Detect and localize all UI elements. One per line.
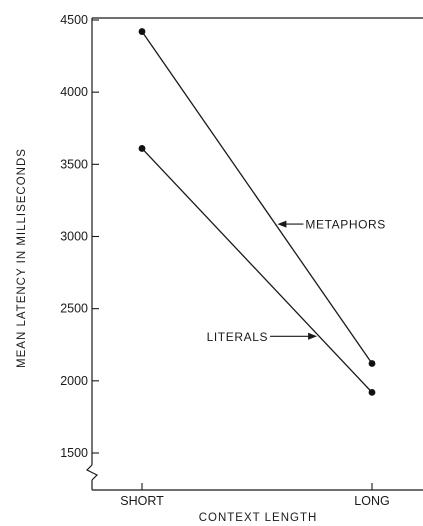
series-group xyxy=(138,28,376,396)
x-tick-label: LONG xyxy=(354,494,389,508)
y-tick-label: 4000 xyxy=(60,85,88,99)
series-line-literals xyxy=(141,148,373,393)
data-point-metaphors xyxy=(138,28,146,35)
data-point-literals xyxy=(138,145,146,152)
y-ticks: 1500 2000 2500 3000 3500 4000 4500 xyxy=(60,13,99,460)
arrowhead-metaphors xyxy=(277,220,287,228)
x-ticks: SHORT LONG xyxy=(120,483,390,508)
data-point-metaphors xyxy=(368,360,376,367)
y-tick-label: 4500 xyxy=(60,13,88,27)
y-axis-break xyxy=(85,464,99,481)
y-tick-label: 2000 xyxy=(60,374,88,388)
data-point-literals xyxy=(368,388,376,396)
y-tick-label: 3000 xyxy=(60,230,88,244)
y-tick-label: 1500 xyxy=(60,446,88,460)
axes xyxy=(85,17,423,491)
annotations: METAPHORS LITERALS xyxy=(207,218,386,344)
annotation-metaphors: METAPHORS xyxy=(305,218,386,232)
x-axis-label: CONTEXT LENGTH xyxy=(199,512,318,524)
y-axis-label: MEAN LATENCY IN MILLISECONDS xyxy=(16,148,28,368)
annotation-literals: LITERALS xyxy=(207,330,269,344)
y-tick-label: 3500 xyxy=(60,157,88,171)
arrowhead-literals xyxy=(308,332,318,340)
y-tick-label: 2500 xyxy=(60,302,88,316)
series-line-metaphors xyxy=(141,31,373,364)
x-tick-label: SHORT xyxy=(120,494,164,508)
